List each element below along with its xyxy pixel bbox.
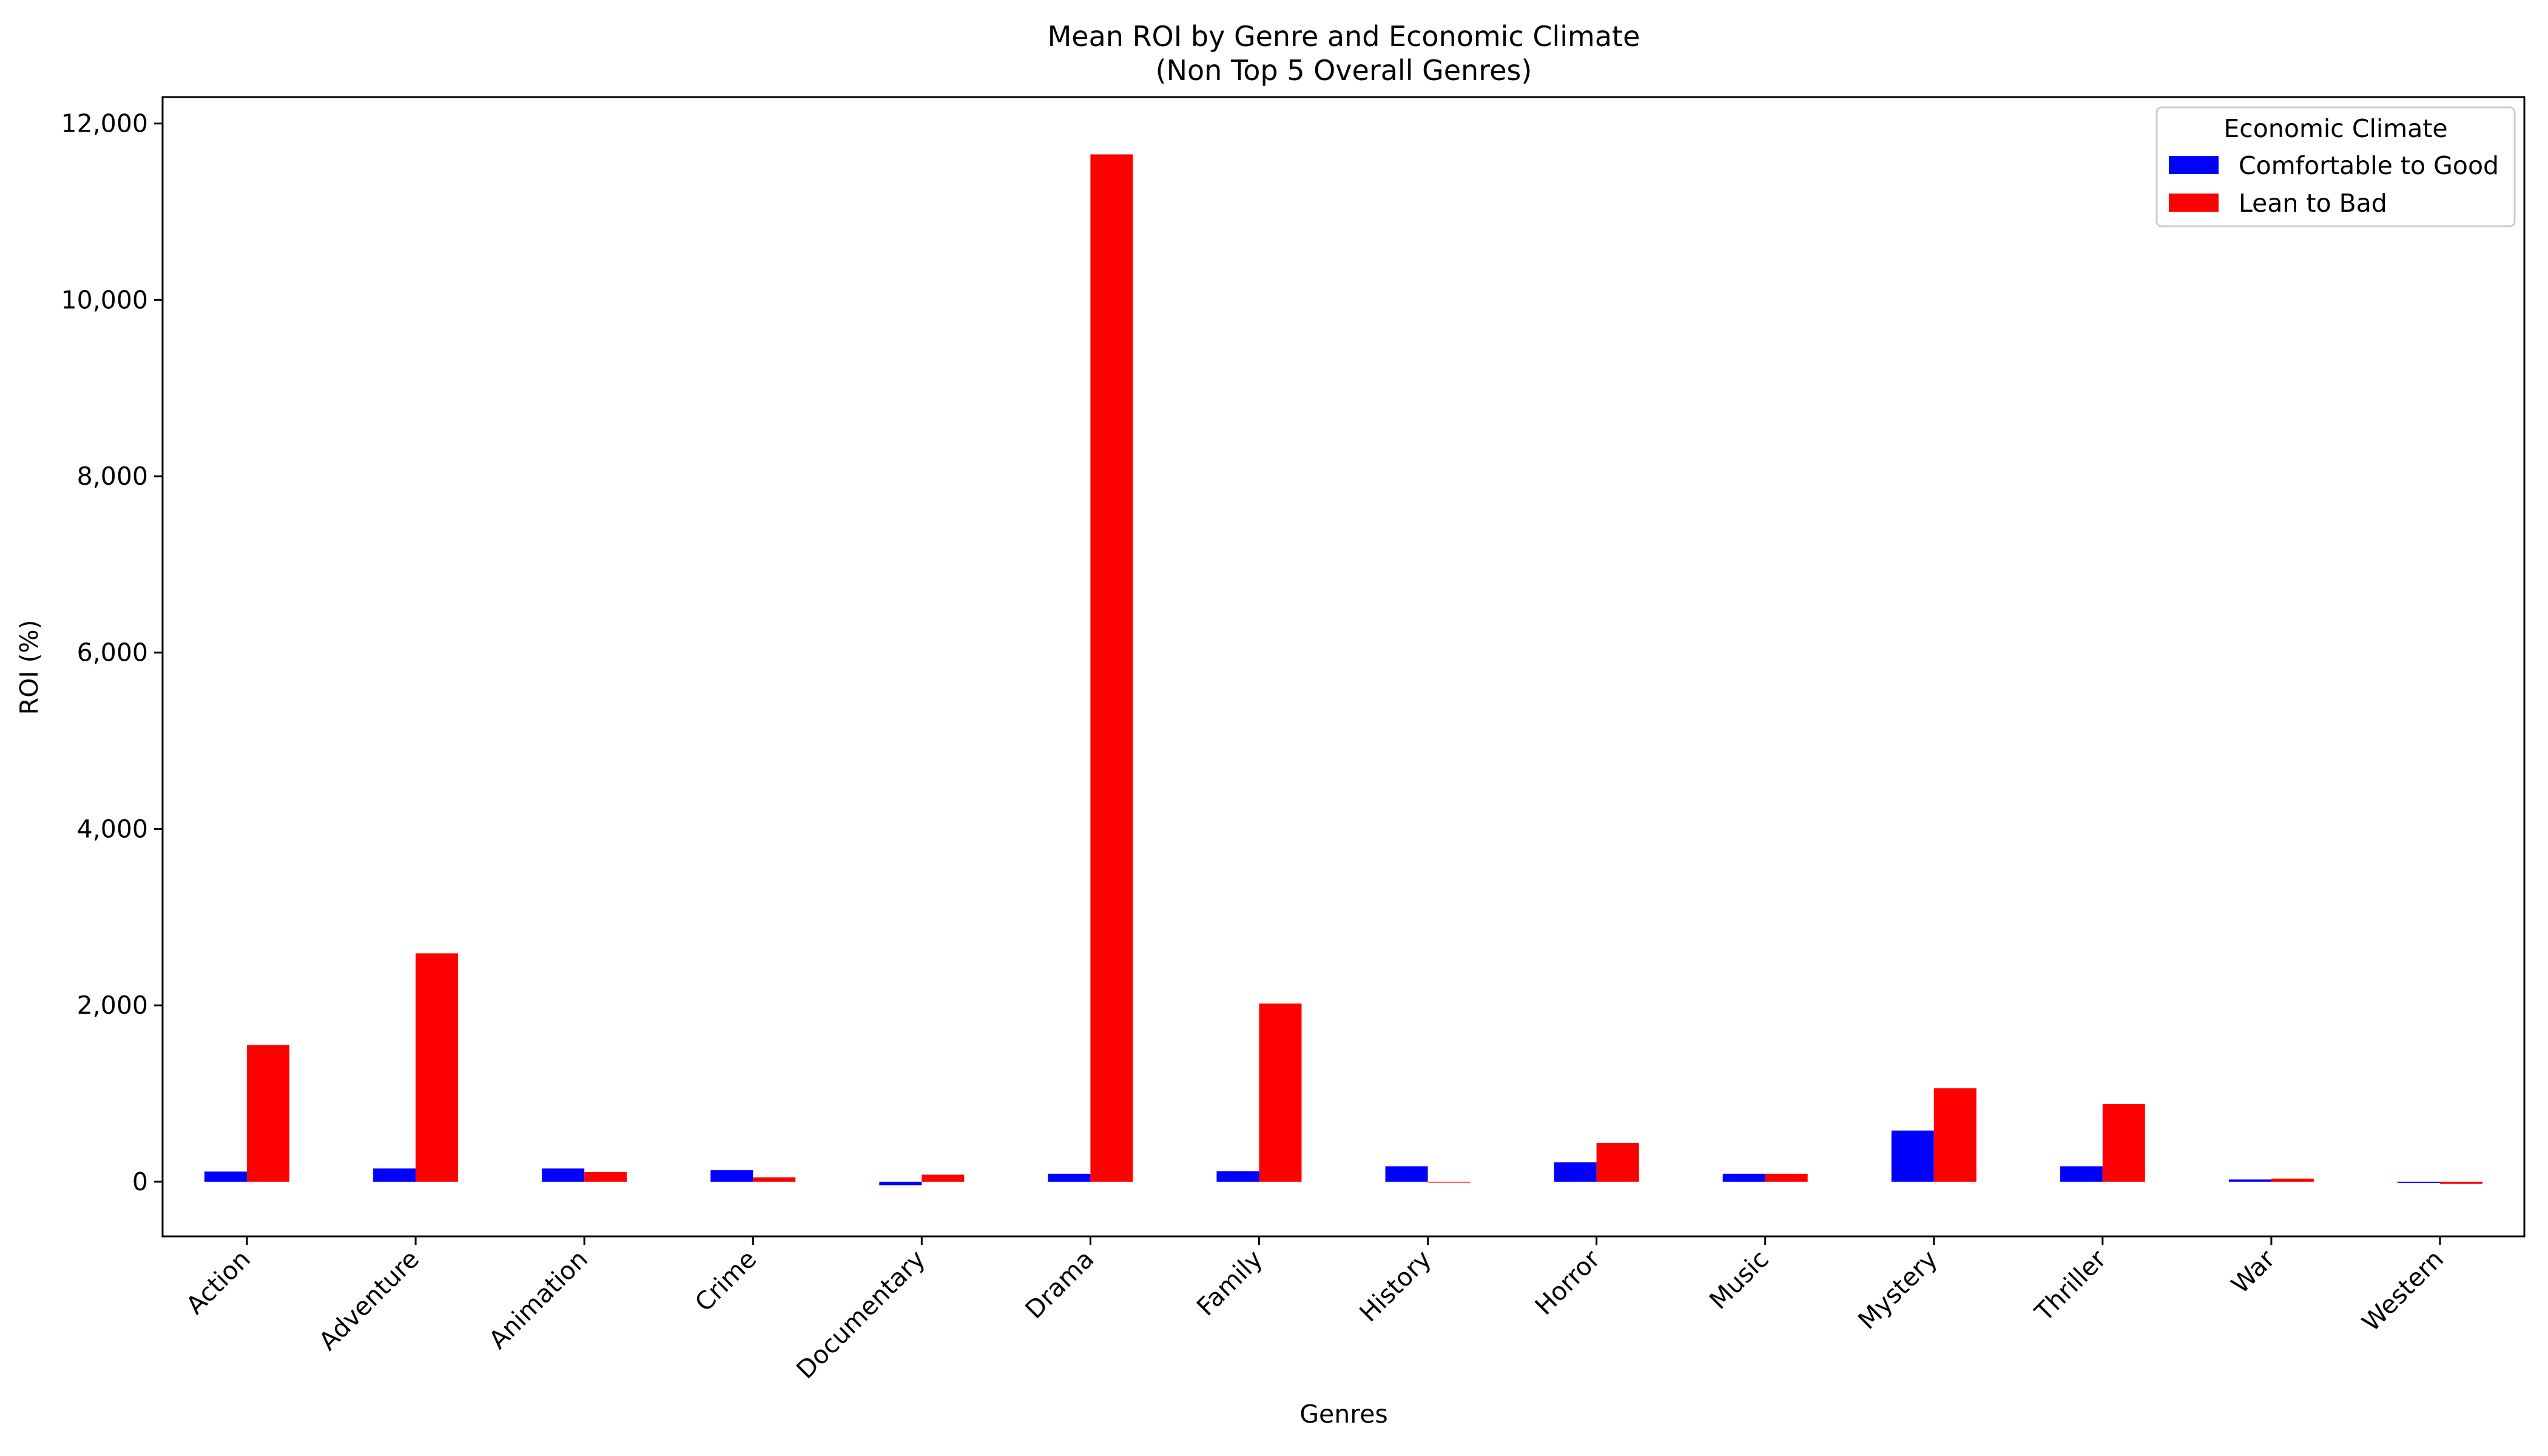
- y-tick-label: 4,000: [77, 814, 148, 843]
- x-axis-label: Genres: [1299, 1400, 1388, 1429]
- bar-western-lean-to-bad: [2439, 1181, 2482, 1184]
- y-tick-label: 10,000: [61, 285, 148, 314]
- bar-drama-comfortable-to-good: [1048, 1173, 1091, 1182]
- x-tick-label-animation: Animation: [484, 1244, 594, 1355]
- x-tick-label-mystery: Mystery: [1852, 1244, 1943, 1335]
- legend-label-lean: Lean to Bad: [2239, 189, 2387, 218]
- x-tick-label-crime: Crime: [689, 1244, 762, 1317]
- bar-thriller-lean-to-bad: [2102, 1104, 2145, 1182]
- legend-title: Economic Climate: [2223, 114, 2447, 143]
- x-tick-label-history: History: [1354, 1244, 1437, 1327]
- bar-animation-lean-to-bad: [584, 1171, 627, 1182]
- y-axis: 0 2,000 4,000 6,000 8,000 10,000 12,000: [61, 109, 163, 1196]
- bar-action-comfortable-to-good: [204, 1171, 248, 1182]
- x-tick-label-thriller: Thriller: [2029, 1244, 2112, 1327]
- x-tick-label-war: War: [2226, 1244, 2281, 1299]
- x-tick-label-horror: Horror: [1529, 1244, 1606, 1321]
- bar-music-lean-to-bad: [1765, 1173, 1808, 1182]
- legend-label-comfortable: Comfortable to Good: [2239, 151, 2499, 180]
- bar-adventure-comfortable-to-good: [373, 1168, 416, 1182]
- y-axis-label: ROI (%): [15, 620, 44, 715]
- bar-action-lean-to-bad: [247, 1045, 290, 1182]
- bar-music-comfortable-to-good: [1722, 1173, 1765, 1182]
- bar-western-comfortable-to-good: [2397, 1181, 2440, 1184]
- bar-mystery-lean-to-bad: [1933, 1088, 1977, 1182]
- bar-horror-lean-to-bad: [1596, 1142, 1639, 1182]
- bar-documentary-comfortable-to-good: [879, 1181, 922, 1185]
- y-tick-label: 12,000: [61, 109, 148, 138]
- x-tick-label-action: Action: [180, 1244, 256, 1320]
- legend: Economic Climate Comfortable to Good Lea…: [2155, 106, 2516, 228]
- bar-thriller-comfortable-to-good: [2060, 1166, 2103, 1182]
- y-tick-label: 8,000: [77, 462, 148, 491]
- bar-horror-comfortable-to-good: [1554, 1162, 1597, 1182]
- x-tick-label-western: Western: [2356, 1244, 2449, 1337]
- bar-mystery-comfortable-to-good: [1891, 1130, 1934, 1182]
- chart-title: Mean ROI by Genre and Economic Climate: [1048, 20, 1640, 53]
- x-tick-label-family: Family: [1191, 1244, 1268, 1321]
- bar-drama-lean-to-bad: [1090, 154, 1133, 1182]
- bar-crime-comfortable-to-good: [710, 1170, 753, 1182]
- bar-history-lean-to-bad: [1427, 1181, 1471, 1183]
- x-tick-label-drama: Drama: [1020, 1244, 1100, 1324]
- x-tick-label-adventure: Adventure: [313, 1244, 425, 1356]
- x-axis: Action Adventure Animation Crime Documentary…: [180, 1236, 2449, 1384]
- plot-frame: [161, 96, 2526, 1238]
- bar-war-comfortable-to-good: [2228, 1179, 2271, 1182]
- legend-box: [2155, 106, 2516, 228]
- x-tick-label-documentary: Documentary: [790, 1244, 931, 1384]
- chart-subtitle: (Non Top 5 Overall Genres): [1156, 54, 1532, 87]
- legend-swatch-lean: [2169, 194, 2219, 212]
- bar-history-comfortable-to-good: [1385, 1166, 1428, 1182]
- bar-family-lean-to-bad: [1259, 1003, 1302, 1182]
- y-tick-label: 2,000: [77, 991, 148, 1020]
- bars-layer: [204, 154, 2482, 1185]
- bar-animation-comfortable-to-good: [542, 1168, 585, 1182]
- x-tick-label-music: Music: [1704, 1244, 1774, 1315]
- bar-family-comfortable-to-good: [1216, 1171, 1259, 1182]
- bar-adventure-lean-to-bad: [416, 953, 459, 1182]
- bar-crime-lean-to-bad: [753, 1177, 796, 1182]
- y-tick-label: 0: [132, 1167, 148, 1196]
- bar-documentary-lean-to-bad: [922, 1175, 965, 1182]
- legend-swatch-comfortable: [2169, 156, 2219, 174]
- bar-war-lean-to-bad: [2271, 1178, 2314, 1182]
- y-tick-label: 6,000: [77, 638, 148, 667]
